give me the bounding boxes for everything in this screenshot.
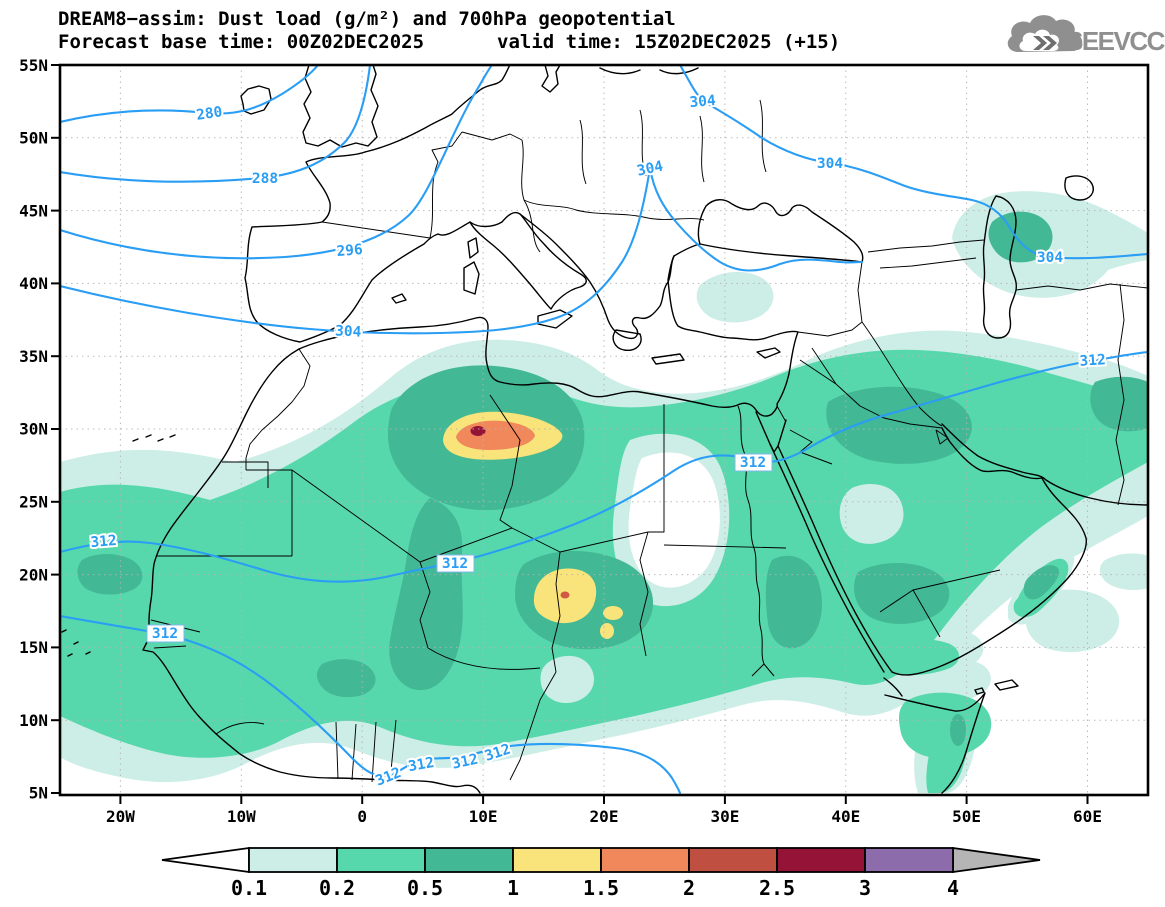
contour-label-312: 312 — [152, 626, 178, 642]
lat-label: 10N — [19, 711, 48, 730]
nile-river — [737, 405, 775, 677]
colorbar-segment — [600, 847, 690, 873]
lat-label: 40N — [19, 274, 48, 293]
contour-label-304: 304 — [636, 158, 665, 179]
lat-label: 50N — [19, 129, 48, 148]
colorbar-segment — [248, 847, 338, 873]
colorbar: 0.1 0.2 0.5 1 1.5 2 2.5 3 4 — [161, 846, 1041, 900]
lon-label: 50E — [952, 807, 981, 826]
colorbar-label: 0.5 — [407, 876, 443, 900]
lat-label: 20N — [19, 565, 48, 584]
contour-label-312: 312 — [407, 755, 436, 775]
contour-label-304: 304 — [689, 93, 717, 111]
lon-label: 10W — [227, 807, 256, 826]
forecast-base-time: Forecast base time: 00Z02DEC2025 — [58, 31, 424, 53]
colorbar-label: 4 — [947, 876, 959, 900]
dust-load-shading — [60, 191, 1148, 793]
lon-label: 0 — [357, 807, 367, 826]
colorbar-label: 2 — [683, 876, 695, 900]
logo-text: SEEVCCC — [1066, 26, 1165, 56]
colorbar-segment — [336, 847, 426, 873]
contour-label-312: 312 — [740, 455, 766, 471]
colorbar-segment — [688, 847, 778, 873]
lon-label: 30E — [710, 807, 739, 826]
colorbar-segment — [424, 847, 514, 873]
colorbar-label: 2.5 — [759, 876, 795, 900]
contour-label-312: 312 — [373, 765, 403, 790]
contour-label-312: 312 — [1079, 352, 1106, 370]
colorbar-under-arrow — [161, 846, 250, 874]
lon-axis-labels: 20W 10W 0 10E 20E 30E 40E 50E 60E — [106, 807, 1102, 826]
colorbar-label: 0.2 — [319, 876, 355, 900]
lon-label: 10E — [469, 807, 498, 826]
lat-label: 25N — [19, 493, 48, 512]
lon-axis — [119, 795, 1089, 804]
colorbar-label: 3 — [859, 876, 871, 900]
contour-label-280: 280 — [195, 104, 223, 123]
lat-label: 5N — [29, 784, 48, 803]
lat-axis — [51, 64, 60, 794]
lat-label: 35N — [19, 347, 48, 366]
lat-label: 55N — [19, 56, 48, 75]
dust-level-2-dot — [560, 591, 570, 599]
contour-label-288: 288 — [252, 171, 278, 187]
coastlines — [61, 65, 1148, 794]
country-borders — [156, 99, 1148, 783]
contour-304-north — [678, 65, 1148, 260]
colorbar-segment — [864, 847, 954, 873]
contour-312-north — [60, 350, 1148, 583]
colorbar-labels: 0.1 0.2 0.5 1 1.5 2 2.5 3 4 — [231, 876, 959, 900]
lat-axis-labels: 55N 50N 45N 40N 35N 30N 25N 20N 15N 10N … — [19, 56, 48, 803]
contour-label-304: 304 — [1037, 250, 1063, 266]
lat-label: 45N — [19, 201, 48, 220]
colorbar-segment — [512, 847, 602, 873]
contour-label-304: 304 — [335, 323, 362, 340]
figure-title: DREAM8−assim: Dust load (g/m²) and 700hP… — [58, 8, 676, 30]
lat-label: 15N — [19, 638, 48, 657]
contour-label-box — [146, 624, 185, 643]
contour-labels: 280 288 296 304 304 304 304 304 312 312 … — [88, 91, 1108, 792]
contour-304-south — [60, 167, 864, 335]
geopotential-contours — [60, 65, 1148, 795]
dust-level-25-dot — [470, 426, 486, 436]
contour-312-south — [60, 614, 682, 795]
contour-label-box — [734, 453, 773, 472]
colorbar-label: 1 — [507, 876, 519, 900]
colorbar-segment — [776, 847, 866, 873]
contour-label-304: 304 — [817, 156, 843, 172]
lon-label: 60E — [1073, 807, 1102, 826]
lon-label: 40E — [831, 807, 860, 826]
seevccc-logo: SEEVCCC — [1007, 15, 1165, 56]
colorbar-label: 0.1 — [231, 876, 267, 900]
rivers — [150, 405, 775, 677]
chevron-right-icon — [1033, 36, 1057, 50]
lon-label: 20E — [590, 807, 619, 826]
valid-time: valid time: 15Z02DEC2025 (+15) — [497, 31, 840, 53]
lat-label: 30N — [19, 420, 48, 439]
contour-label-312: 312 — [442, 556, 468, 572]
contour-296 — [60, 65, 494, 260]
contour-label-296: 296 — [336, 242, 363, 260]
contour-label-box — [436, 554, 475, 573]
colorbar-label: 1.5 — [583, 876, 619, 900]
contour-280 — [60, 65, 320, 124]
lon-label: 20W — [106, 807, 135, 826]
contour-label-312: 312 — [90, 533, 117, 551]
graticule — [60, 65, 1148, 795]
contour-288 — [60, 65, 372, 183]
colorbar-over-arrow — [952, 846, 1041, 874]
